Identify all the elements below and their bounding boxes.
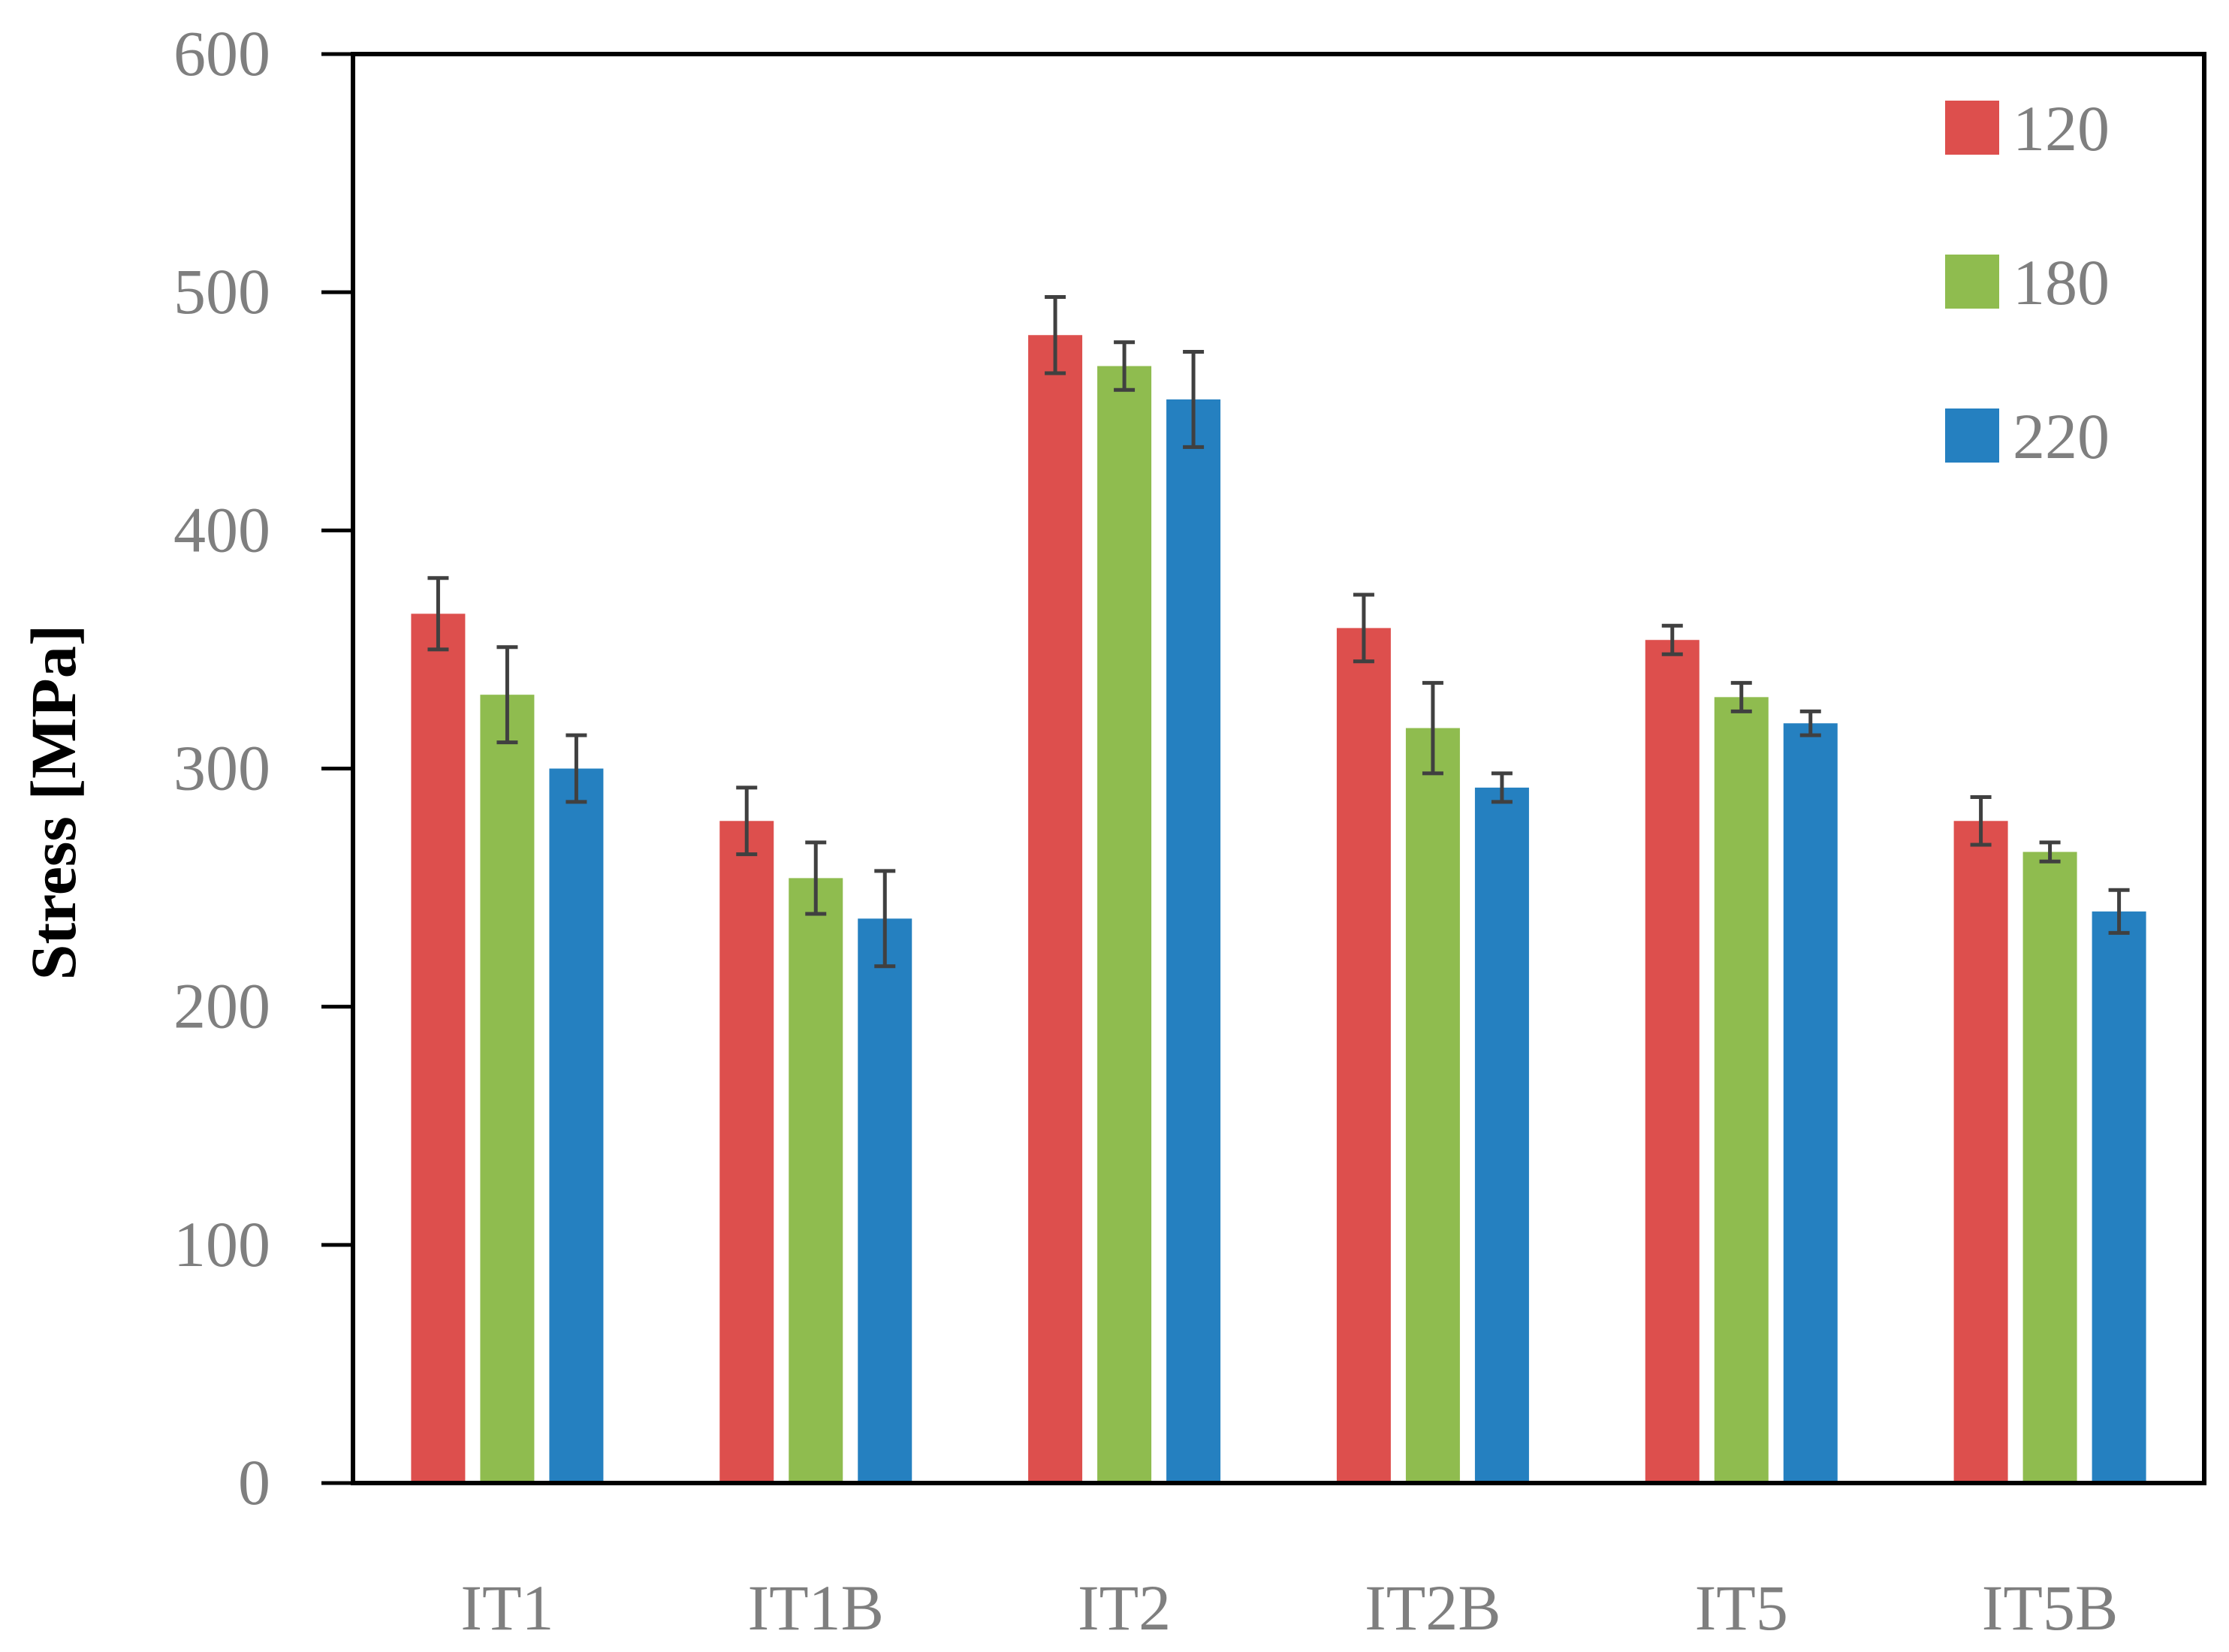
legend-label: 120 (2013, 92, 2110, 164)
plot-frame (351, 52, 2206, 1485)
x-category-label: IT1B (747, 1572, 884, 1644)
bar (858, 918, 912, 1483)
bar (1953, 821, 2008, 1483)
bar (2092, 911, 2146, 1483)
y-tick-label: 600 (173, 17, 270, 89)
bar (411, 613, 466, 1483)
y-tick-label: 500 (173, 255, 270, 327)
x-category-label: IT2 (1078, 1572, 1171, 1644)
y-axis-title: Stress [MPa] (17, 625, 89, 981)
legend-label: 220 (2013, 400, 2110, 472)
bar (2022, 852, 2077, 1483)
legend-swatch (1945, 101, 1999, 155)
legend-swatch (1945, 408, 1999, 463)
bar (1474, 787, 1529, 1483)
y-tick-label: 100 (173, 1208, 270, 1280)
bar (1336, 628, 1391, 1484)
legend-label: 180 (2013, 246, 2110, 318)
bar (1405, 728, 1460, 1483)
y-axis-ticks: 0 100 200 300 400 500 600 (173, 17, 353, 1518)
bar (1714, 697, 1769, 1483)
bar (789, 878, 843, 1483)
bar (1783, 723, 1838, 1483)
bars (411, 335, 2146, 1484)
bar (480, 695, 535, 1483)
x-category-label: IT1 (460, 1572, 553, 1644)
x-axis-category-labels: IT1 IT1B IT2 IT2B IT5 IT5B (460, 1572, 2118, 1644)
bar (719, 821, 774, 1483)
x-category-label: IT2B (1365, 1572, 1501, 1644)
x-category-label: IT5 (1695, 1572, 1788, 1644)
bar (1097, 366, 1152, 1484)
bar (1645, 640, 1700, 1483)
legend: 120 180 220 (1945, 92, 2110, 472)
y-tick-label: 0 (238, 1446, 270, 1518)
x-category-label: IT5B (1982, 1572, 2119, 1644)
y-tick-label: 200 (173, 970, 270, 1042)
bar (1028, 335, 1083, 1484)
error-bars (427, 295, 2130, 969)
legend-swatch (1945, 255, 1999, 309)
bar (1166, 399, 1221, 1484)
y-tick-label: 300 (173, 732, 270, 804)
bar (549, 768, 604, 1483)
y-tick-label: 400 (173, 493, 270, 565)
